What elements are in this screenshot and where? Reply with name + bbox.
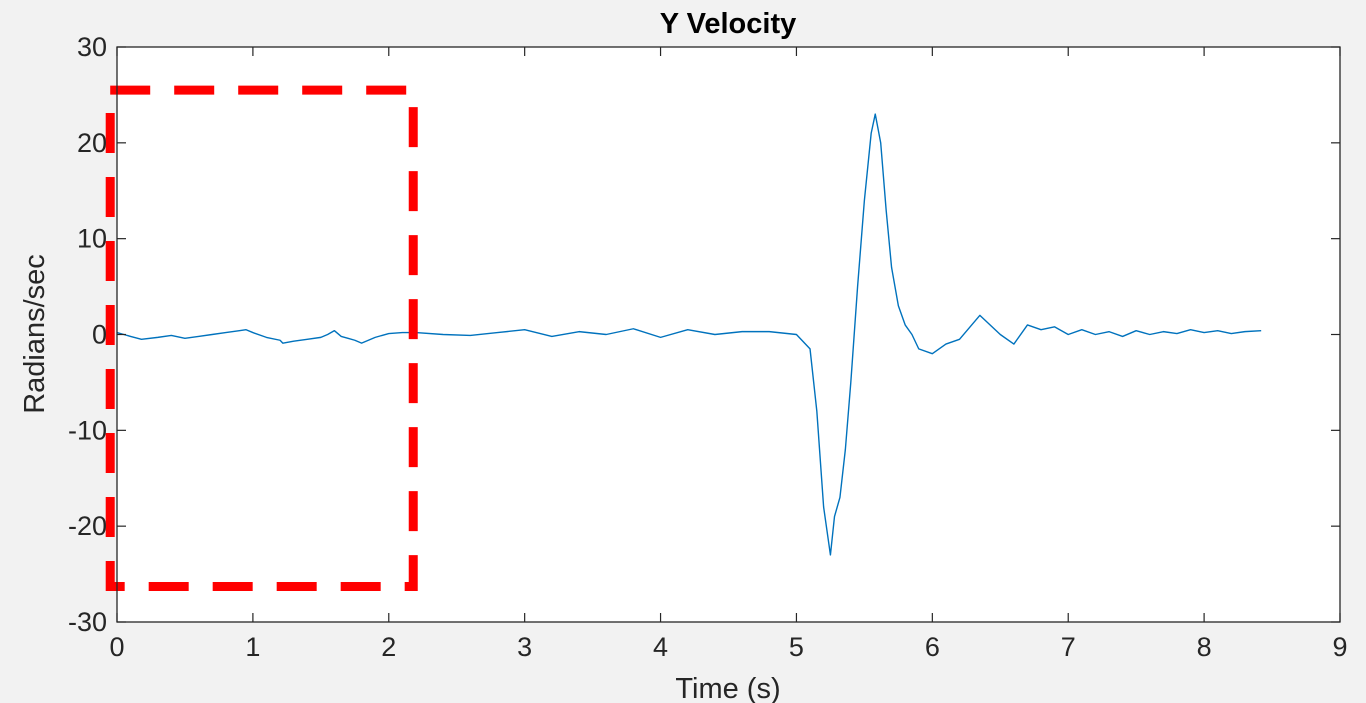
- x-tick-label: 0: [109, 632, 124, 662]
- x-axis: 0 1 2 3 4 5 6 7 8 9: [109, 47, 1348, 662]
- x-tick-label: 9: [1332, 632, 1347, 662]
- x-tick-label: 4: [653, 632, 668, 662]
- chart-title: Y Velocity: [660, 8, 797, 40]
- y-tick-label: 30: [77, 32, 107, 62]
- y-tick-label: 0: [92, 320, 107, 350]
- y-tick-label: 10: [77, 224, 107, 254]
- plot-area: [117, 47, 1340, 622]
- x-axis-title: Time (s): [675, 673, 780, 703]
- y-tick-label: -10: [68, 415, 107, 445]
- highlight-box: [105, 85, 418, 592]
- y-axis-title: Radians/sec: [19, 254, 51, 414]
- series-layer: [116, 113, 1262, 556]
- x-tick-label: 1: [245, 632, 260, 662]
- y-axis: -30 -20 -10 0 10 20 30: [68, 32, 1340, 637]
- y-tick-label: -20: [68, 511, 107, 541]
- x-tick-label: 3: [517, 632, 532, 662]
- x-tick-label: 6: [925, 632, 940, 662]
- x-tick-label: 2: [381, 632, 396, 662]
- series-line: [116, 113, 1262, 556]
- y-tick-label: -30: [68, 607, 107, 637]
- x-tick-label: 5: [789, 632, 804, 662]
- y-tick-label: 20: [77, 128, 107, 158]
- annotation-layer: [105, 85, 418, 592]
- x-tick-label: 8: [1197, 632, 1212, 662]
- x-tick-label: 7: [1061, 632, 1076, 662]
